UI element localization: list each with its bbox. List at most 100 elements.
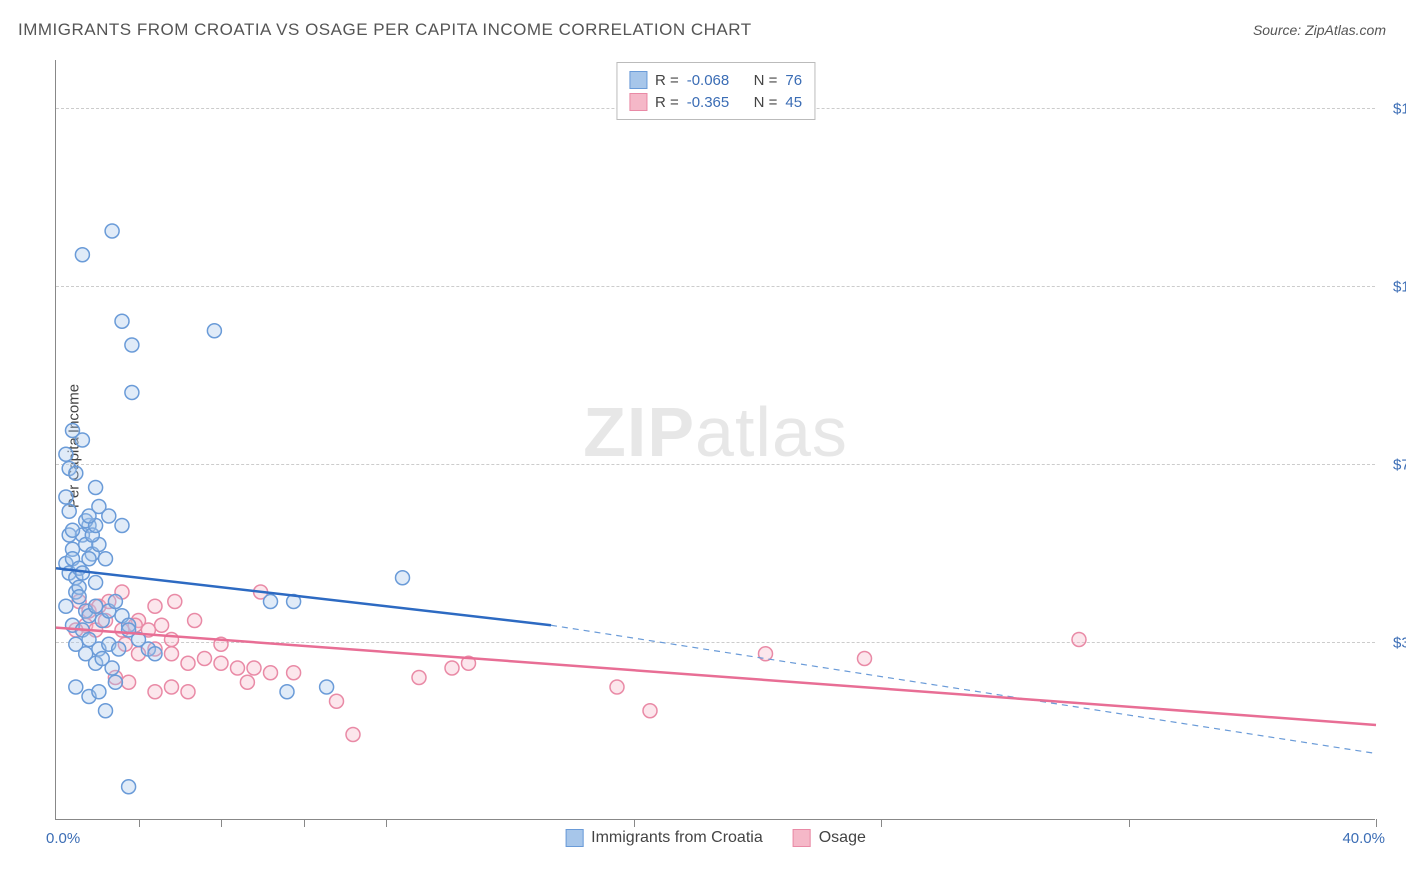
y-tick-label: $150,000 — [1385, 100, 1406, 117]
data-point — [115, 519, 129, 533]
data-point — [66, 424, 80, 438]
x-tick — [1129, 819, 1130, 827]
data-point — [247, 661, 261, 675]
data-point — [207, 324, 221, 338]
data-point — [610, 680, 624, 694]
data-point — [122, 780, 136, 794]
data-point — [99, 552, 113, 566]
legend-item-1: Osage — [793, 829, 866, 847]
data-point — [168, 595, 182, 609]
data-point — [72, 590, 86, 604]
data-point — [396, 571, 410, 585]
trend-line — [551, 625, 1376, 753]
x-tick — [304, 819, 305, 827]
data-point — [198, 652, 212, 666]
data-point — [89, 481, 103, 495]
data-point — [643, 704, 657, 718]
data-point — [82, 552, 96, 566]
data-point — [108, 595, 122, 609]
data-point — [759, 647, 773, 661]
n-prefix: N = — [754, 94, 778, 111]
data-point — [240, 675, 254, 689]
y-tick-label: $37,500 — [1385, 634, 1406, 651]
data-point — [445, 661, 459, 675]
r-prefix: R = — [655, 94, 679, 111]
x-tick — [634, 819, 635, 827]
legend-row-series-1: R = -0.365 N = 45 — [629, 91, 802, 113]
swatch-series-0 — [565, 829, 583, 847]
data-point — [62, 504, 76, 518]
swatch-series-1 — [629, 93, 647, 111]
data-point — [59, 599, 73, 613]
legend-item-0: Immigrants from Croatia — [565, 829, 763, 847]
data-point — [1072, 633, 1086, 647]
legend-label-1: Osage — [819, 829, 866, 847]
data-point — [188, 614, 202, 628]
data-point — [231, 661, 245, 675]
data-point — [102, 509, 116, 523]
data-point — [92, 685, 106, 699]
data-point — [165, 647, 179, 661]
r-value-1: -0.365 — [687, 94, 730, 111]
data-point — [181, 656, 195, 670]
x-tick — [221, 819, 222, 827]
data-point — [858, 652, 872, 666]
legend-series: Immigrants from Croatia Osage — [565, 829, 866, 847]
data-point — [148, 599, 162, 613]
data-point — [287, 666, 301, 680]
x-tick — [386, 819, 387, 827]
data-point — [181, 685, 195, 699]
data-point — [330, 694, 344, 708]
data-point — [165, 680, 179, 694]
data-point — [122, 675, 136, 689]
data-point — [125, 338, 139, 352]
legend-row-series-0: R = -0.068 N = 76 — [629, 69, 802, 91]
y-tick-label: $112,500 — [1385, 278, 1406, 295]
data-point — [69, 466, 83, 480]
chart-container: IMMIGRANTS FROM CROATIA VS OSAGE PER CAP… — [0, 0, 1406, 892]
chart-title: IMMIGRANTS FROM CROATIA VS OSAGE PER CAP… — [18, 20, 752, 40]
data-point — [264, 595, 278, 609]
legend-correlation: R = -0.068 N = 76 R = -0.365 N = 45 — [616, 62, 815, 120]
data-point — [69, 680, 83, 694]
data-point — [105, 224, 119, 238]
data-point — [59, 447, 73, 461]
n-value-0: 76 — [785, 72, 802, 89]
data-point — [112, 642, 126, 656]
data-point — [75, 248, 89, 262]
x-tick — [139, 819, 140, 827]
trend-line — [56, 568, 551, 625]
x-tick — [1376, 819, 1377, 827]
y-tick-label: $75,000 — [1385, 456, 1406, 473]
data-point — [155, 618, 169, 632]
plot-area: ZIPatlas $37,500$75,000$112,500$150,000 … — [55, 60, 1375, 820]
data-point — [320, 680, 334, 694]
data-point — [89, 599, 103, 613]
scatter-svg — [56, 60, 1375, 819]
data-point — [264, 666, 278, 680]
swatch-series-1 — [793, 829, 811, 847]
legend-label-0: Immigrants from Croatia — [591, 829, 763, 847]
x-max-label: 40.0% — [1342, 830, 1385, 847]
data-point — [148, 685, 162, 699]
data-point — [125, 386, 139, 400]
data-point — [66, 523, 80, 537]
x-min-label: 0.0% — [46, 830, 80, 847]
r-value-0: -0.068 — [687, 72, 730, 89]
data-point — [412, 671, 426, 685]
swatch-series-0 — [629, 71, 647, 89]
data-point — [115, 314, 129, 328]
source-label: Source: ZipAtlas.com — [1253, 22, 1386, 38]
n-prefix: N = — [754, 72, 778, 89]
data-point — [108, 675, 122, 689]
data-point — [105, 661, 119, 675]
r-prefix: R = — [655, 72, 679, 89]
data-point — [59, 490, 73, 504]
data-point — [346, 728, 360, 742]
n-value-1: 45 — [785, 94, 802, 111]
data-point — [214, 656, 228, 670]
data-point — [148, 647, 162, 661]
data-point — [280, 685, 294, 699]
data-point — [89, 576, 103, 590]
x-tick — [881, 819, 882, 827]
